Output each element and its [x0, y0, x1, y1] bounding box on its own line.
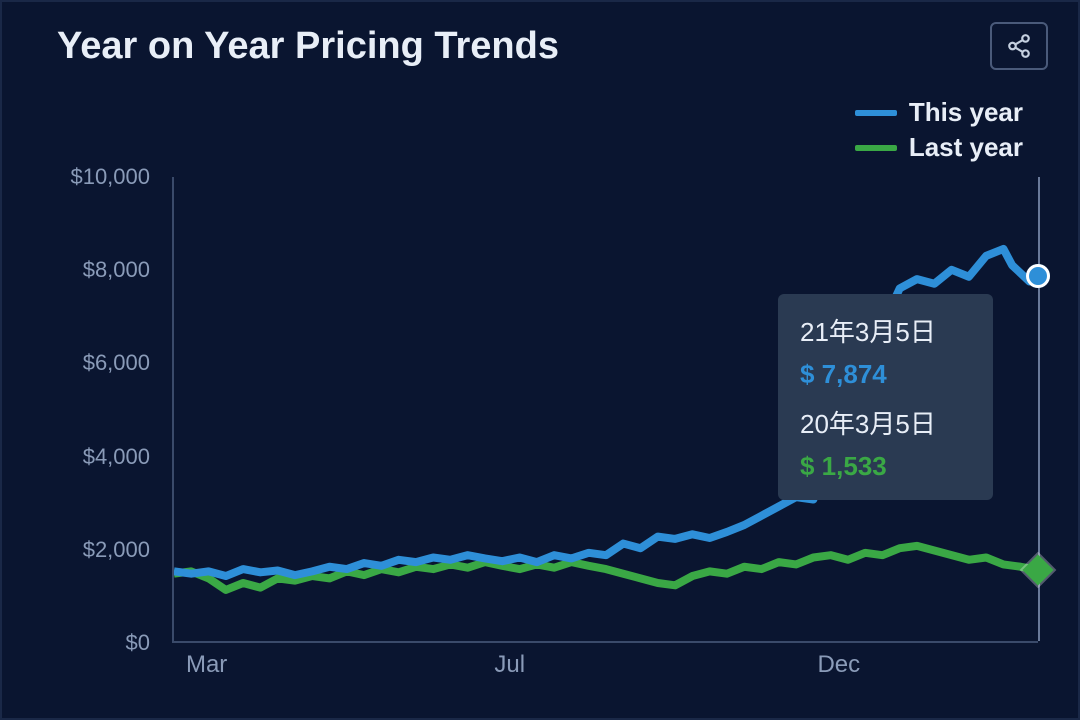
- tooltip-date-last-year: 20年3月5日: [800, 404, 971, 441]
- share-button[interactable]: [990, 22, 1048, 70]
- x-axis-tick: Dec: [817, 651, 860, 679]
- share-icon: [1006, 33, 1032, 59]
- x-axis: Mar Jul Dec: [172, 643, 1038, 688]
- legend-item-this-year: This year: [855, 97, 1023, 128]
- chart-area: $0$2,000$4,000$6,000$8,000$10,000 MarJul…: [42, 177, 1038, 688]
- x-axis-tick: Jul: [494, 651, 525, 679]
- data-point-this-year: [1026, 264, 1050, 288]
- chart-tooltip: 21年3月5日 $ 7,874 20年3月5日 $ 1,533: [778, 294, 993, 500]
- legend-swatch-this-year: [855, 110, 897, 116]
- y-axis-tick: $0: [126, 630, 150, 656]
- legend-swatch-last-year: [855, 145, 897, 151]
- tooltip-date-this-year: 21年3月5日: [800, 312, 971, 349]
- plot-area[interactable]: 21年3月5日 $ 7,874 20年3月5日 $ 1,533: [172, 177, 1038, 643]
- chart-legend: This year Last year: [855, 97, 1023, 167]
- legend-item-last-year: Last year: [855, 132, 1023, 163]
- y-axis-tick: $6,000: [83, 350, 150, 376]
- y-axis-tick: $2,000: [83, 537, 150, 563]
- legend-label-this-year: This year: [909, 97, 1023, 128]
- tooltip-value-last-year: $ 1,533: [800, 451, 971, 482]
- tooltip-value-this-year: $ 7,874: [800, 359, 971, 390]
- x-axis-tick: Mar: [186, 651, 227, 679]
- y-axis-tick: $10,000: [70, 164, 150, 190]
- y-axis-tick: $4,000: [83, 444, 150, 470]
- chart-header: Year on Year Pricing Trends: [57, 22, 1048, 70]
- chart-title: Year on Year Pricing Trends: [57, 25, 559, 68]
- y-axis: $0$2,000$4,000$6,000$8,000$10,000: [42, 177, 162, 643]
- y-axis-tick: $8,000: [83, 257, 150, 283]
- legend-label-last-year: Last year: [909, 132, 1023, 163]
